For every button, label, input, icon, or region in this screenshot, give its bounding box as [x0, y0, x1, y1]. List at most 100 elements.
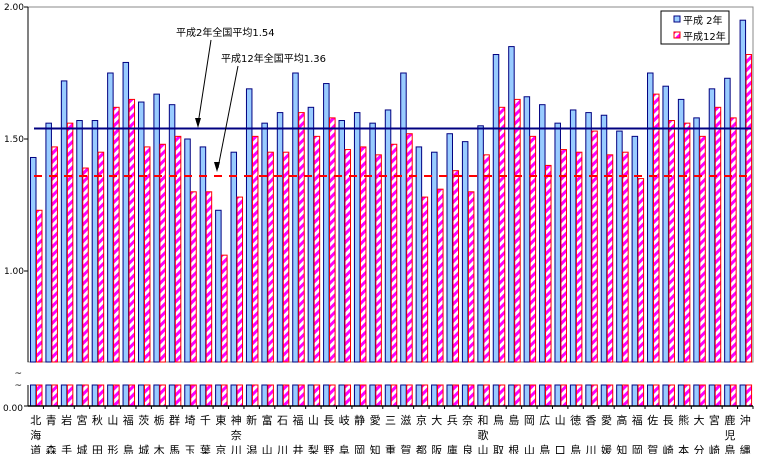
- category-label-char: 徳: [570, 414, 581, 427]
- bar-heisei2: [724, 77, 731, 363]
- category-label-char: 阜: [339, 444, 350, 454]
- bar-lower-heisei12: [498, 384, 506, 407]
- bar-lower-heisei12: [637, 384, 645, 407]
- bar-heisei2: [215, 209, 222, 363]
- category-label-char: 木: [154, 444, 165, 454]
- bar-heisei2: [477, 125, 484, 363]
- category-label-char: 福: [292, 413, 303, 427]
- bar-heisei12: [51, 146, 58, 363]
- category-label-char: 京: [215, 443, 226, 454]
- bar-heisei2: [400, 72, 407, 363]
- category-label-char: 岡: [632, 444, 643, 454]
- category-label-char: 富: [262, 413, 273, 427]
- bar-heisei12: [82, 167, 89, 363]
- bar-lower-heisei12: [190, 384, 197, 407]
- axis-break-gap: [0, 363, 761, 384]
- bar-lower-heisei12: [560, 384, 567, 407]
- category-label-char: 埼: [184, 413, 195, 427]
- bar-lower-heisei12: [745, 384, 753, 407]
- category-label-char: 本: [678, 443, 689, 454]
- category-label-char: 野: [323, 444, 334, 454]
- bar-heisei2: [415, 146, 423, 363]
- bar-heisei12: [699, 135, 706, 363]
- legend-swatch-heisei2: [673, 15, 681, 23]
- category-label-char: 田: [92, 444, 103, 454]
- category-label-char: 川: [231, 444, 242, 454]
- bar-heisei2: [492, 54, 500, 363]
- category-label-char: 重: [385, 443, 396, 454]
- bar-lower-heisei12: [143, 384, 151, 407]
- bar-heisei12: [344, 149, 352, 363]
- bar-heisei2: [184, 138, 191, 363]
- bar-heisei12: [606, 154, 614, 363]
- bar-lower-heisei12: [730, 384, 737, 407]
- bar-heisei12: [282, 151, 290, 363]
- category-label-char: 良: [462, 443, 473, 454]
- bar-heisei12: [375, 154, 382, 363]
- bar-lower-heisei12: [699, 384, 706, 407]
- bar-heisei12: [730, 117, 737, 363]
- bar-heisei12: [406, 133, 413, 363]
- bar-heisei12: [529, 135, 537, 363]
- bar-heisei12: [421, 196, 429, 363]
- category-label-char: 大: [431, 413, 442, 427]
- category-label-char: 城: [76, 444, 87, 454]
- bar-lower-heisei12: [113, 384, 120, 407]
- bar-heisei12: [236, 196, 244, 363]
- category-label-char: 島: [570, 443, 581, 454]
- category-label-char: 取: [493, 444, 504, 454]
- category-label-char: 鳥: [493, 413, 504, 427]
- category-label-char: 大: [694, 413, 705, 427]
- bar-lower-heisei12: [483, 384, 490, 407]
- category-label-char: 三: [385, 414, 396, 427]
- bar-lower-heisei2: [199, 384, 207, 407]
- bar-lower-heisei12: [205, 384, 213, 407]
- bar-heisei2: [338, 120, 346, 363]
- bar-heisei12: [467, 191, 475, 363]
- bar-lower-heisei12: [390, 384, 398, 407]
- bar-heisei2: [523, 96, 531, 363]
- category-label-char: 島: [508, 413, 519, 427]
- bar-heisei12: [267, 151, 274, 363]
- bar-lower-heisei2: [415, 384, 423, 407]
- bar-heisei12: [174, 135, 182, 363]
- category-label-char: 賀: [647, 444, 658, 454]
- bar-lower-heisei12: [452, 384, 459, 407]
- category-label-char: 山: [524, 444, 535, 454]
- category-label-char: 奈: [231, 428, 242, 442]
- category-label-char: 森: [46, 443, 57, 454]
- bar-heisei12: [498, 106, 506, 363]
- bar-lower-heisei2: [184, 384, 191, 407]
- bar-lower-heisei2: [492, 384, 500, 407]
- category-label-char: 阪: [431, 443, 442, 454]
- annotation-arrow-heisei12: [217, 65, 239, 169]
- bar-heisei2: [122, 61, 130, 363]
- bar-heisei2: [369, 122, 376, 363]
- category-label-char: 山: [555, 414, 566, 427]
- category-label-char: 媛: [601, 443, 612, 454]
- bar-heisei12: [714, 106, 722, 363]
- category-label-char: 都: [416, 444, 427, 454]
- bar-heisei2: [261, 122, 268, 363]
- bar-lower-heisei2: [292, 384, 299, 407]
- bar-lower-heisei2: [662, 384, 669, 407]
- bar-lower-heisei2: [446, 384, 453, 407]
- bar-lower-heisei2: [708, 384, 716, 407]
- bar-lower-heisei12: [375, 384, 382, 407]
- legend-label-heisei12: 平成12年: [683, 30, 726, 43]
- bar-lower-heisei12: [514, 384, 521, 407]
- bar-lower-heisei2: [261, 384, 268, 407]
- bar-lower-heisei2: [677, 384, 685, 407]
- category-label-char: 茨: [138, 413, 149, 427]
- bar-heisei12: [66, 122, 74, 363]
- bar-lower-heisei2: [168, 384, 176, 407]
- bar-heisei2: [323, 83, 330, 363]
- bar-heisei12: [545, 164, 552, 363]
- bar-heisei2: [554, 122, 561, 363]
- category-label-char: 岐: [339, 414, 350, 427]
- bar-lower-heisei12: [329, 384, 336, 407]
- bar-heisei2: [276, 112, 284, 363]
- bar-heisei12: [36, 209, 43, 363]
- bar-lower-heisei2: [45, 384, 52, 407]
- bar-heisei12: [221, 254, 228, 363]
